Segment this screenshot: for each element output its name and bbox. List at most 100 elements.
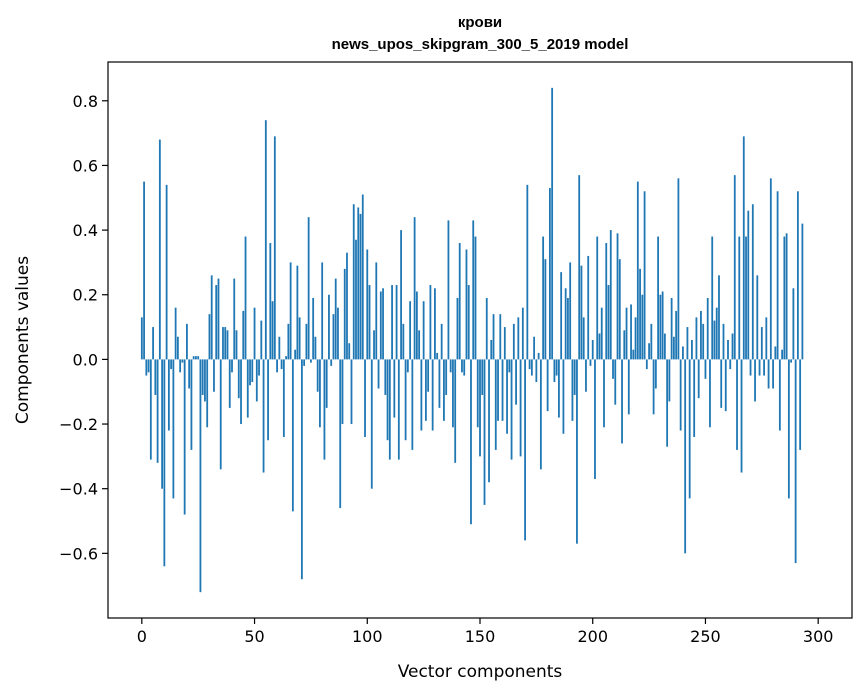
bar	[249, 359, 251, 386]
bar	[237, 359, 240, 399]
bar	[174, 307, 177, 360]
bar	[366, 249, 369, 360]
bar	[443, 359, 445, 421]
bar	[382, 288, 384, 360]
bar	[357, 207, 360, 360]
bar	[521, 307, 524, 360]
bar	[765, 317, 768, 360]
bar	[659, 294, 662, 360]
bar	[704, 359, 707, 379]
bar	[337, 307, 339, 360]
bar	[368, 285, 371, 360]
plot-frame	[107, 61, 853, 619]
bar	[172, 359, 175, 499]
bar	[618, 259, 621, 360]
bar	[427, 359, 430, 392]
bar	[607, 285, 610, 360]
bar	[440, 323, 443, 360]
bar	[697, 359, 700, 399]
bar	[499, 314, 502, 360]
bar	[625, 307, 628, 360]
bar	[154, 359, 157, 395]
bar	[567, 297, 569, 360]
bar	[303, 359, 306, 366]
bar	[476, 359, 479, 428]
bar	[722, 323, 725, 360]
bar	[787, 359, 790, 499]
bar	[233, 278, 236, 360]
bar	[264, 120, 267, 360]
bar	[208, 314, 211, 360]
bar	[530, 359, 533, 376]
bar	[781, 349, 784, 360]
bar	[204, 359, 206, 402]
bar	[350, 359, 353, 425]
bar	[614, 359, 617, 405]
x-tick-label: 50	[244, 627, 264, 646]
bar	[519, 359, 522, 457]
bar	[713, 320, 716, 360]
bar	[733, 175, 736, 360]
bar	[616, 233, 619, 360]
bar	[197, 356, 200, 360]
bar	[452, 359, 454, 428]
bar	[359, 213, 362, 360]
bar	[224, 327, 227, 360]
bar	[767, 359, 770, 389]
bar	[790, 359, 793, 363]
bar	[548, 188, 551, 360]
bar	[551, 87, 554, 360]
bar	[413, 217, 416, 360]
bar	[167, 359, 170, 431]
bar	[379, 291, 382, 360]
bar	[546, 359, 549, 412]
x-tick-label: 150	[465, 627, 496, 646]
bar	[152, 327, 154, 360]
bar	[258, 359, 260, 376]
y-tick-label: 0.2	[73, 286, 98, 305]
bar	[424, 359, 427, 421]
bar	[738, 236, 741, 360]
bar	[235, 330, 238, 360]
bar	[402, 323, 405, 360]
bar	[253, 307, 256, 360]
bar	[663, 333, 666, 360]
bar	[312, 297, 315, 360]
bar	[314, 336, 317, 360]
bar	[161, 359, 164, 489]
bar	[334, 278, 337, 360]
bar	[754, 359, 756, 402]
bar	[231, 359, 233, 373]
bar	[305, 323, 308, 360]
bar	[411, 359, 414, 450]
bar	[388, 359, 391, 460]
bar	[774, 346, 777, 360]
bar	[393, 359, 396, 418]
bar	[192, 356, 195, 360]
bar	[512, 323, 515, 360]
bar	[492, 314, 495, 360]
bar	[508, 359, 511, 373]
bar	[524, 359, 526, 541]
bar	[794, 359, 797, 564]
bar	[463, 359, 466, 376]
bar	[517, 317, 520, 360]
bar	[747, 210, 750, 360]
bar	[228, 359, 231, 408]
bar	[555, 359, 558, 376]
bar	[165, 184, 168, 360]
bar	[465, 249, 468, 360]
bar	[307, 217, 310, 360]
bar	[404, 359, 407, 441]
bar	[269, 243, 272, 360]
bar	[364, 359, 366, 437]
bar	[328, 294, 330, 360]
bar	[702, 323, 705, 360]
bar	[621, 359, 623, 444]
bar	[742, 136, 745, 360]
y-tick-label: −0.4	[59, 480, 98, 499]
bar	[612, 359, 614, 379]
bar	[199, 359, 202, 593]
bar	[409, 301, 412, 360]
bar	[670, 297, 673, 360]
